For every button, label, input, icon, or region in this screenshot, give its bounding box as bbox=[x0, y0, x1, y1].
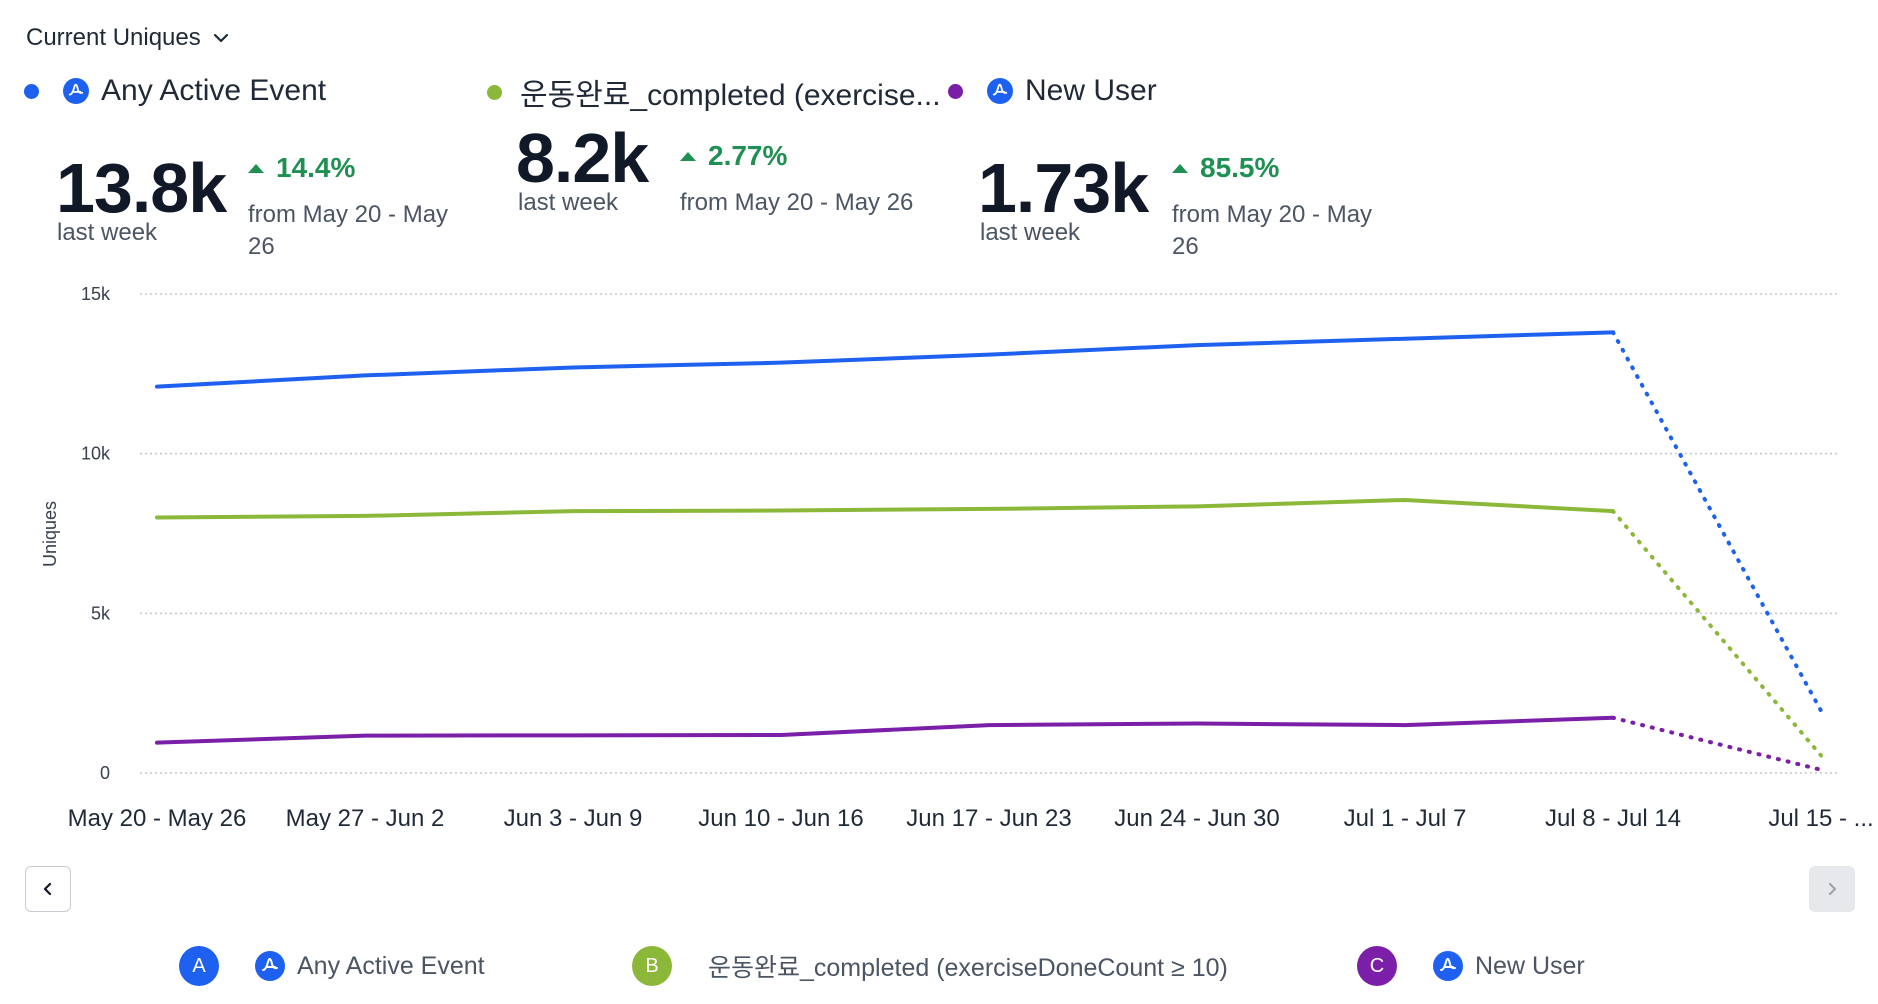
x-tick-label: Jul 1 - Jul 7 bbox=[1344, 805, 1467, 830]
series-line-incomplete bbox=[1611, 330, 1823, 713]
series-line-incomplete bbox=[1611, 509, 1823, 758]
summary-change-value: 2.77% bbox=[708, 140, 788, 171]
legend-label: Any Active Event bbox=[297, 951, 485, 980]
summary-period: last week bbox=[518, 189, 619, 216]
amplitude-icon bbox=[1433, 951, 1463, 981]
chevron-right-icon bbox=[1829, 883, 1836, 895]
legend-item-exercise-completed[interactable]: B 운동완료_completed (exerciseDoneCount ≥ 10… bbox=[632, 946, 1228, 986]
summary-period: last week bbox=[980, 219, 1081, 246]
x-tick-label: Jul 15 - ... bbox=[1768, 805, 1873, 830]
series-line-incomplete bbox=[1611, 715, 1823, 772]
summary-change: 14.4% bbox=[248, 152, 355, 184]
y-tick-label: 15k bbox=[81, 284, 111, 304]
metric-dropdown[interactable]: Current Uniques bbox=[26, 24, 231, 52]
summary-comparison: from May 20 - May 26 bbox=[1172, 201, 1373, 260]
metric-dropdown-label: Current Uniques bbox=[26, 24, 201, 51]
next-page-button[interactable] bbox=[1809, 866, 1855, 912]
legend-item-new-user[interactable]: C New User bbox=[1357, 946, 1585, 986]
trend-up-icon bbox=[680, 151, 696, 161]
legend-label: New User bbox=[1475, 951, 1585, 980]
summary-comparison: from May 20 - May 26 bbox=[248, 201, 449, 260]
line-chart: 0 5k 10k 15k Uniques May 20 - May 26 May 27 … bbox=[40, 284, 1874, 830]
chart-grid bbox=[140, 293, 1838, 774]
series-line-complete bbox=[155, 715, 1615, 745]
summary-change: 85.5% bbox=[1172, 152, 1279, 184]
legend-item-any-active-event[interactable]: A Any Active Event bbox=[179, 946, 485, 986]
summary-change-value: 14.4% bbox=[276, 152, 356, 183]
series-line bbox=[155, 330, 1823, 713]
x-tick-label: Jun 3 - Jun 9 bbox=[504, 805, 643, 830]
summary-value: 1.73k bbox=[978, 149, 1149, 227]
summary-series-name: New User bbox=[1025, 74, 1157, 107]
amplitude-icon bbox=[255, 951, 285, 981]
legend-badge: B bbox=[632, 946, 672, 986]
x-tick-label: Jun 17 - Jun 23 bbox=[906, 805, 1071, 830]
x-axis-ticks: May 20 - May 26 May 27 - Jun 2 Jun 3 - Jun… bbox=[68, 805, 1874, 830]
series-color-dot bbox=[948, 83, 963, 99]
trend-up-icon bbox=[1172, 163, 1188, 173]
chart-series bbox=[155, 330, 1823, 772]
y-tick-label: 10k bbox=[81, 444, 111, 464]
legend-label: 운동완료_completed (exerciseDoneCount ≥ 10) bbox=[708, 954, 1228, 982]
series-line bbox=[155, 497, 1823, 758]
summary-value: 8.2k bbox=[516, 119, 649, 197]
y-tick-label: 0 bbox=[100, 763, 110, 783]
summary-period: last week bbox=[57, 219, 158, 246]
legend-badge: A bbox=[179, 946, 219, 986]
summary-series-name: 운동완료_completed (exercise... bbox=[520, 79, 941, 112]
y-axis-label: Uniques bbox=[40, 501, 60, 567]
y-axis-ticks: 0 5k 10k 15k bbox=[81, 284, 111, 783]
x-tick-label: Jun 10 - Jun 16 bbox=[698, 805, 863, 830]
series-line bbox=[155, 715, 1823, 772]
amplitude-icon bbox=[63, 78, 89, 104]
summary-comparison: from May 20 - May 26 bbox=[680, 189, 914, 216]
series-line-complete bbox=[155, 497, 1615, 520]
y-tick-label: 5k bbox=[91, 603, 111, 623]
legend-badge: C bbox=[1357, 946, 1397, 986]
series-line-complete bbox=[155, 330, 1615, 389]
x-tick-label: May 27 - Jun 2 bbox=[286, 805, 445, 830]
x-tick-label: May 20 - May 26 bbox=[68, 805, 247, 830]
summary-change-value: 85.5% bbox=[1200, 152, 1280, 183]
trend-up-icon bbox=[248, 163, 264, 173]
summary-series-name: Any Active Event bbox=[101, 74, 327, 107]
chevron-left-icon bbox=[43, 882, 52, 896]
prev-page-button[interactable] bbox=[25, 866, 71, 912]
series-color-dot bbox=[487, 84, 502, 100]
summary-value: 13.8k bbox=[56, 149, 227, 227]
summary-change: 2.77% bbox=[680, 140, 787, 172]
x-tick-label: Jun 24 - Jun 30 bbox=[1114, 805, 1279, 830]
amplitude-icon bbox=[987, 78, 1013, 104]
x-tick-label: Jul 8 - Jul 14 bbox=[1545, 805, 1681, 830]
series-color-dot bbox=[24, 83, 39, 99]
chevron-down-icon bbox=[213, 33, 228, 43]
